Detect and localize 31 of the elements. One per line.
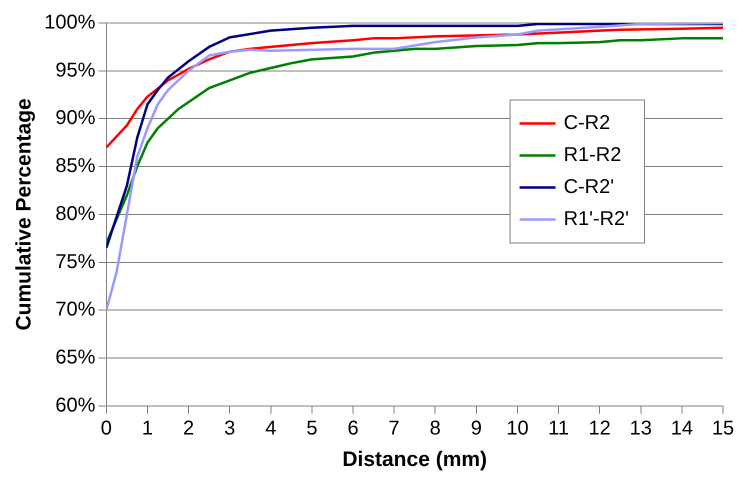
y-axis-title: Cumulative Percentage (12, 98, 36, 331)
legend-label: C-R2 (564, 112, 610, 134)
y-tick-label: 90% (55, 107, 96, 130)
y-tick-label: 70% (55, 298, 96, 321)
x-tick-label: 7 (388, 417, 400, 440)
x-tick-label: 15 (712, 417, 734, 440)
y-tick-label: 85% (55, 155, 96, 178)
x-tick-label: 4 (265, 417, 276, 440)
x-tick-label: 6 (347, 417, 359, 440)
x-tick-label: 5 (306, 417, 318, 440)
x-tick-label: 2 (183, 417, 194, 440)
legend-label: R1-R2 (564, 144, 622, 166)
x-tick-label: 9 (470, 417, 482, 440)
x-axis-title: Distance (mm) (342, 448, 488, 472)
legend-label: C-R2' (564, 176, 614, 198)
x-tick-label: 8 (430, 417, 441, 440)
legend-label: R1'-R2' (564, 208, 630, 230)
x-tick-label: 13 (630, 417, 652, 440)
y-tick-label: 95% (55, 59, 96, 82)
x-tick-label: 12 (588, 417, 611, 440)
x-tick-label: 1 (142, 417, 154, 440)
x-tick-label: 10 (506, 417, 529, 440)
x-tick-label: 11 (548, 417, 569, 440)
y-tick-label: 80% (55, 202, 96, 225)
x-tick-label: 3 (224, 417, 236, 440)
y-tick-label: 60% (55, 394, 96, 416)
x-tick-label: 14 (670, 417, 694, 440)
y-tick-label: 100% (44, 12, 96, 34)
x-tick-label: 0 (100, 417, 112, 440)
y-tick-label: 65% (55, 346, 96, 368)
y-tick-label: 75% (55, 250, 96, 273)
